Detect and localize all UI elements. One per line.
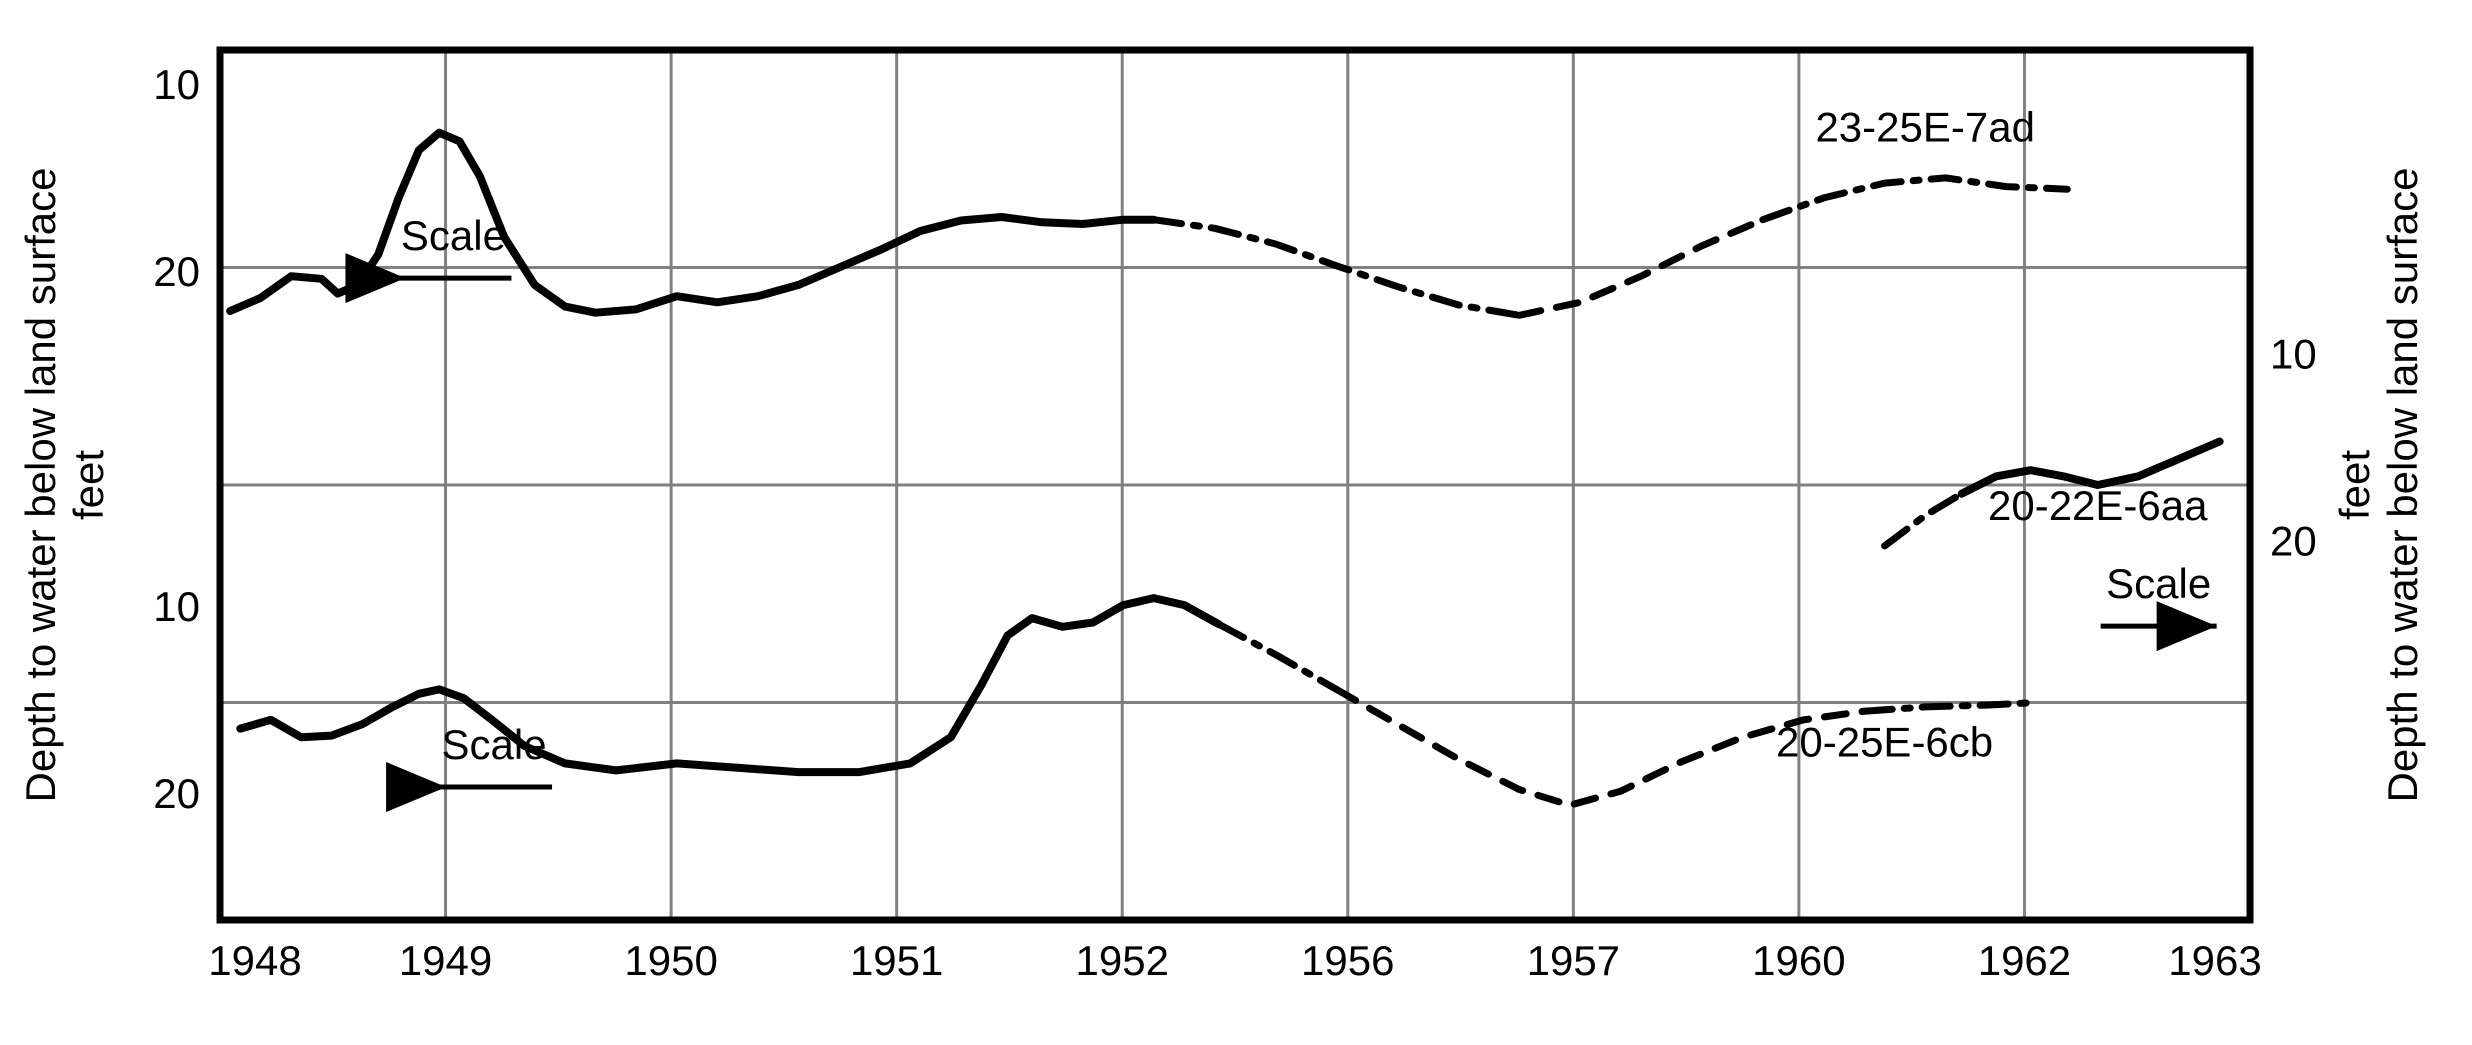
y-tick-label: 20 (153, 770, 200, 817)
x-tick-label: 1963 (2168, 937, 2261, 984)
x-tick-label: 1957 (1527, 937, 1620, 984)
x-tick-label: 1948 (208, 937, 301, 984)
x-tick-label: 1962 (1978, 937, 2071, 984)
y-axis-label-right: Depth to water below land surface (2379, 167, 2426, 802)
y-tick-label: 10 (2270, 331, 2317, 378)
scale-label: Scale (2106, 560, 2211, 607)
series-label: 23-25E-7ad (1815, 103, 2035, 150)
x-tick-label: 1949 (399, 937, 492, 984)
x-tick-label: 1950 (624, 937, 717, 984)
scale-label: Scale (442, 721, 547, 768)
y-axis-label: Depth to water below land surface (17, 167, 64, 802)
x-tick-label: 1960 (1752, 937, 1845, 984)
scale-label: Scale (401, 212, 506, 259)
x-tick-label: 1951 (850, 937, 943, 984)
series-label: 20-22E-6aa (1988, 482, 2208, 529)
series-label: 20-25E-6cb (1776, 718, 1993, 765)
y-tick-label: 10 (153, 583, 200, 630)
chart-container: 1948 1949 1950 1951 1952 1956 1957 1960 1962 1963… (0, 0, 2472, 1045)
y-tick-label: 20 (2270, 518, 2317, 565)
y-tick-label: 10 (153, 61, 200, 108)
x-tick-label: 1956 (1301, 937, 1394, 984)
x-tick-label: 1952 (1076, 937, 1169, 984)
hydrograph-chart: 1948 1949 1950 1951 1952 1956 1957 1960 1962 1963… (0, 0, 2472, 1045)
y-axis-unit: feet (65, 450, 112, 520)
y-axis-unit-right: feet (2331, 450, 2378, 520)
y-tick-label: 20 (153, 248, 200, 295)
